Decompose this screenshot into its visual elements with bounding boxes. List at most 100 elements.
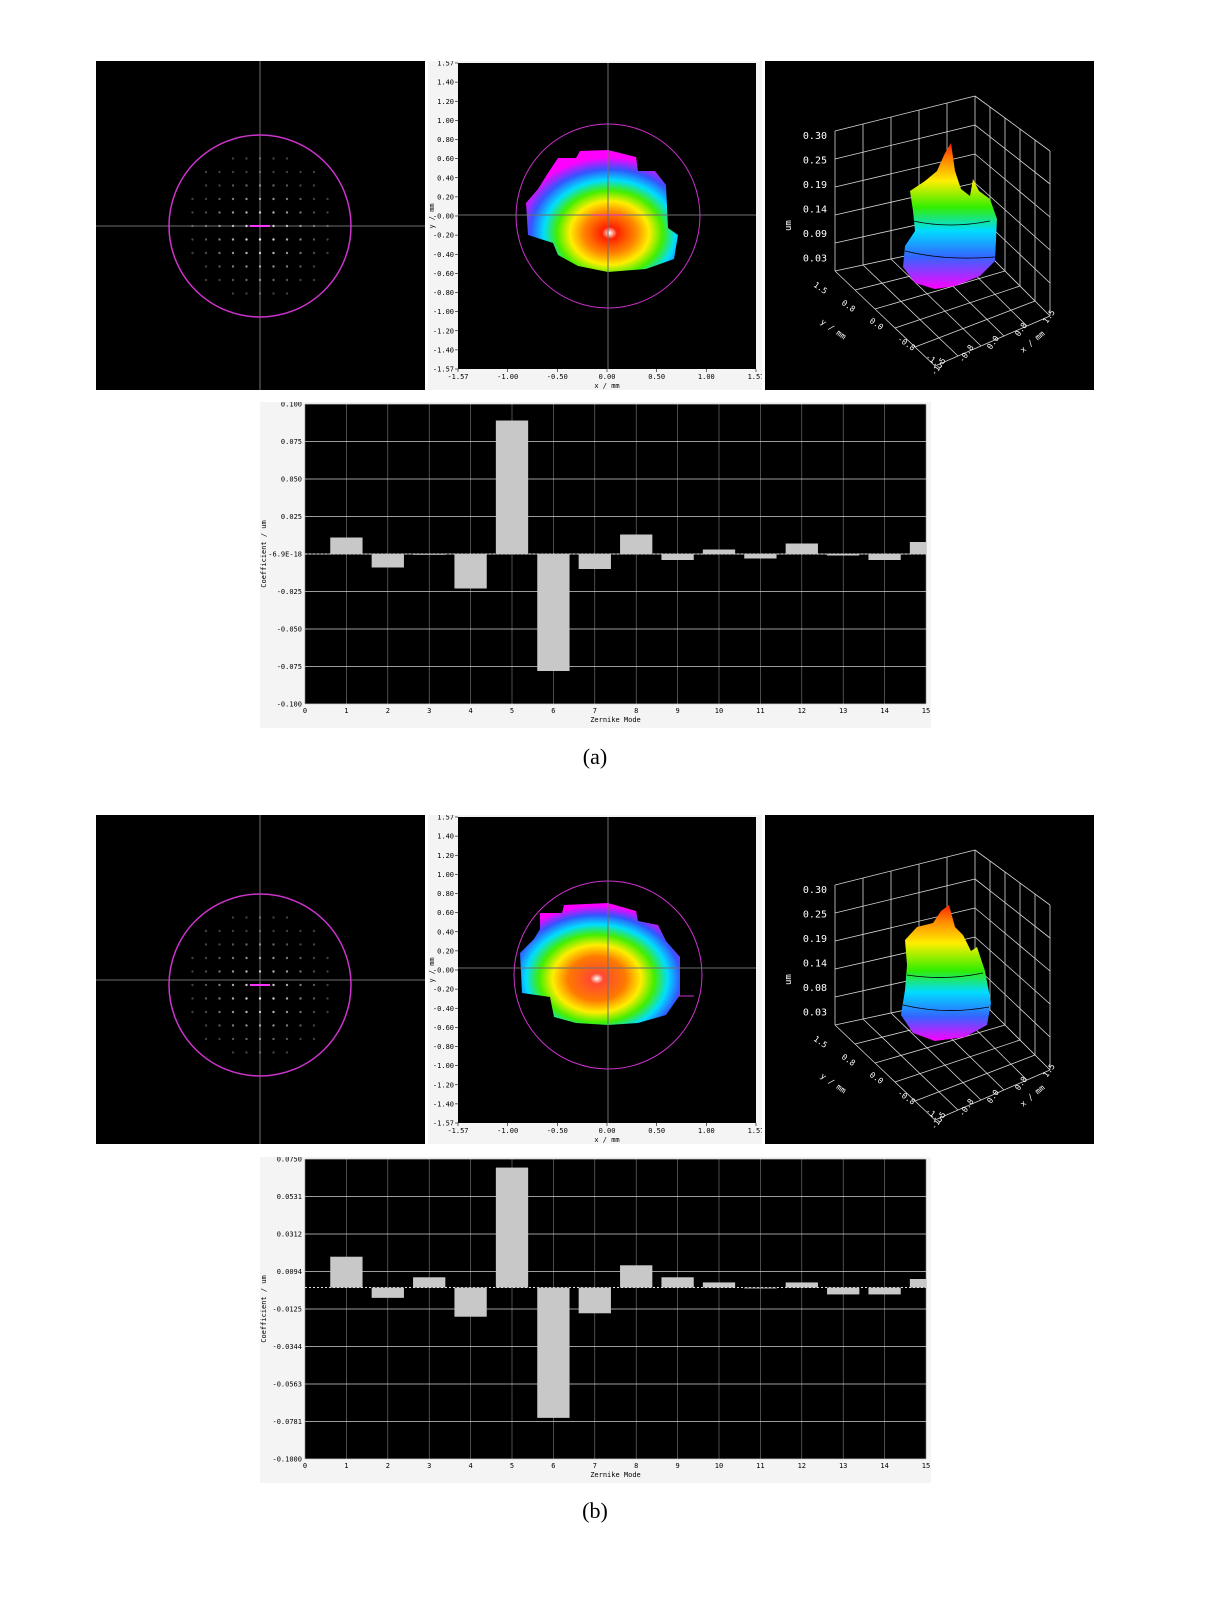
figure-label-b: (b) (582, 1498, 608, 1523)
bar (702, 1282, 736, 1288)
x-tick-label: 0.00 (599, 1127, 616, 1135)
y3d-tick-label: 0.8 (840, 298, 857, 314)
spot (204, 265, 208, 268)
spot (272, 1010, 275, 1014)
y-tick-label: 1.40 (437, 833, 454, 841)
spot (285, 278, 289, 282)
y-tick-label: 0.025 (281, 513, 302, 521)
spot (312, 238, 316, 241)
z-tick-label: 0.14 (803, 959, 827, 970)
bar (371, 554, 404, 568)
bar (495, 1167, 529, 1288)
spot (299, 251, 302, 255)
spot (231, 157, 235, 160)
spot (285, 265, 289, 268)
spot (285, 251, 289, 255)
spot (299, 943, 302, 946)
z-tick-label: 0.30 (803, 885, 827, 896)
spot (191, 970, 194, 973)
spot (312, 1024, 316, 1027)
spot (285, 211, 289, 214)
spot (326, 983, 329, 987)
intensity-blob (520, 903, 680, 1025)
spot (218, 184, 221, 187)
spot (285, 197, 289, 201)
spot (204, 1037, 208, 1041)
y3d-tick-label: -0.8 (896, 1088, 917, 1107)
surface-3d-panel-b: 0.30 0.25 0.19 0.14 0.08 0.03 um 1.5 0.8 0.0 -0.8 -… (765, 815, 1094, 1144)
bar (661, 1277, 694, 1288)
y-tick-label: 1.20 (437, 852, 454, 860)
spot (258, 929, 262, 933)
bar (785, 1282, 818, 1288)
x-tick-label: 0 (303, 707, 307, 715)
y-tick-label: -0.050 (277, 626, 302, 634)
spot (312, 1037, 316, 1041)
box-edge (894, 285, 1021, 329)
spot (231, 997, 235, 1000)
spot (299, 238, 302, 241)
spot (312, 929, 316, 933)
spot (299, 197, 302, 201)
bar (744, 1287, 777, 1289)
spot (191, 1010, 194, 1014)
bar (702, 549, 736, 554)
spot (312, 224, 316, 228)
spot (272, 184, 275, 187)
spot (204, 251, 208, 255)
spot (231, 184, 235, 187)
bar (413, 1277, 446, 1288)
spot (272, 997, 275, 1000)
spot (245, 1024, 248, 1027)
bar (785, 543, 818, 554)
y-tick-label: 1.00 (437, 117, 454, 125)
spot (299, 1037, 302, 1041)
x3d-tick-label: 0.8 (1013, 1075, 1029, 1092)
spot (218, 251, 221, 255)
spot (285, 929, 289, 933)
x-tick-label: 7 (593, 1462, 597, 1470)
x-tick-label: 1.00 (698, 373, 715, 381)
spot (191, 197, 194, 201)
z-tick-label: 0.25 (803, 156, 827, 167)
spot (191, 251, 194, 255)
spot (312, 997, 316, 1000)
spot (312, 197, 316, 201)
x-tick-label: 11 (756, 707, 764, 715)
spot (245, 278, 248, 282)
surface-contour (906, 972, 984, 978)
y-tick-label: -1.20 (433, 327, 454, 335)
z-tick-label: 0.03 (803, 254, 827, 265)
spot (191, 997, 194, 1000)
bar (827, 554, 860, 556)
x-tick-label: 6 (551, 707, 555, 715)
bar (495, 420, 529, 554)
spot (191, 983, 194, 987)
y-tick-label: -0.0344 (272, 1343, 302, 1351)
bar (454, 1287, 487, 1317)
pupil-circle (168, 134, 352, 318)
y-tick-label: 0.80 (437, 890, 454, 898)
spot (299, 224, 302, 228)
x-tick-label: 9 (675, 707, 679, 715)
box-edge (934, 1069, 1051, 1121)
spot (299, 997, 302, 1000)
x-tick-label: 5 (510, 1462, 514, 1470)
bar-chart-svg-a: 0 1 2 3 4 5 6 7 8 9 10 11 12 13 14 150.1000.0750.0500.0… (260, 401, 930, 725)
box-edge (914, 1054, 1036, 1102)
y-tick-label: 0.60 (437, 909, 454, 917)
spot (245, 184, 248, 187)
spot (299, 170, 302, 174)
spot (204, 224, 208, 228)
spot (299, 184, 302, 187)
spot (285, 916, 289, 919)
x-tick-label: 13 (839, 707, 847, 715)
spot (258, 916, 262, 919)
spot (204, 238, 208, 241)
spot (285, 1024, 289, 1027)
surface-mesh (901, 905, 991, 1041)
y-tick-label: 0.40 (437, 174, 454, 182)
spot-pattern-panel-b (96, 815, 425, 1144)
spot (272, 943, 275, 946)
box-edge (834, 270, 936, 367)
